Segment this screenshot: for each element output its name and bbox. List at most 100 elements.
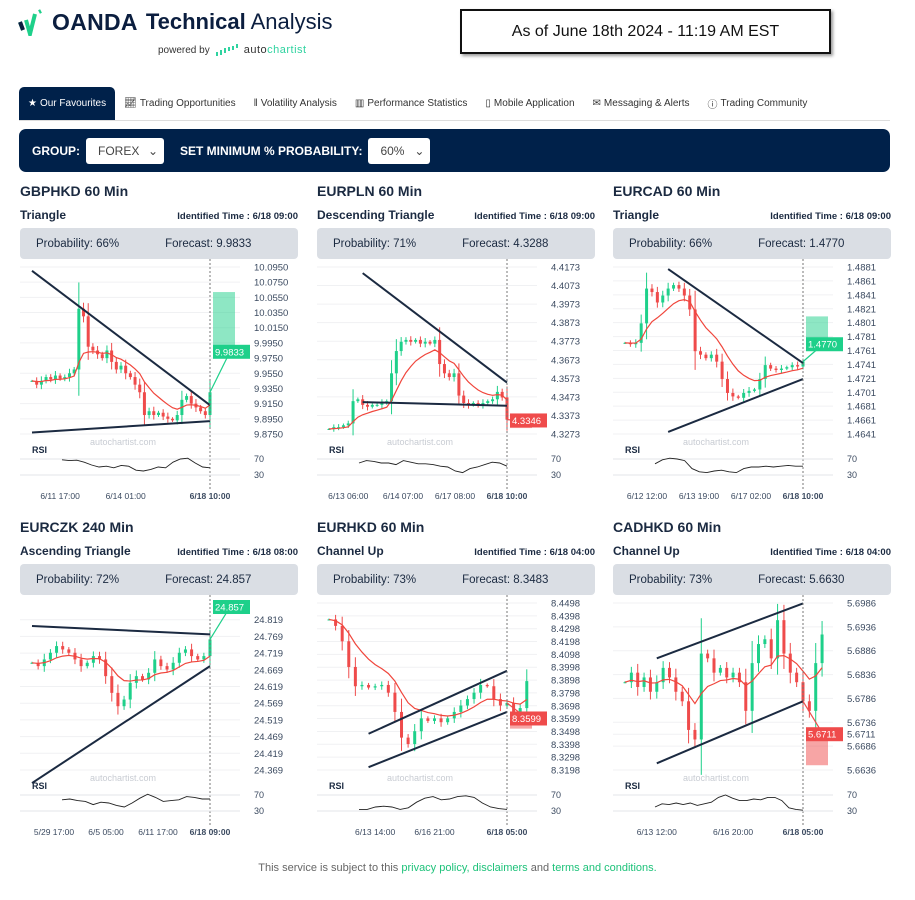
pattern-card[interactable]: GBPHKD 60 Min Triangle Identified Time :… <box>20 183 298 501</box>
rsi-tick-label: 30 <box>847 470 857 480</box>
candle <box>183 649 187 653</box>
y-tick-label: 8.4198 <box>551 637 580 648</box>
forecast: Forecast: 5.6630 <box>758 573 845 586</box>
candle <box>119 365 123 370</box>
candle <box>758 379 762 390</box>
tab-trading-opportunities[interactable]: 📈︎ Trading Opportunities <box>115 87 245 120</box>
instrument-title[interactable]: EURCAD 60 Min <box>613 183 721 199</box>
identified-time: Identified Time : 6/18 04:00 <box>770 547 891 558</box>
forecast: Forecast: 9.9833 <box>165 237 252 250</box>
instrument-title[interactable]: CADHKD 60 Min <box>613 519 722 535</box>
rsi-tick-label: 30 <box>551 470 561 480</box>
candle <box>110 350 114 362</box>
y-tick-label: 1.4781 <box>847 332 876 343</box>
watermark: autochartist.com <box>90 773 156 783</box>
forecast-badge <box>806 337 843 352</box>
candle <box>36 662 40 667</box>
filter-bar: GROUP: FOREX ⌄ SET MINIMUM % PROBABILITY:… <box>19 129 890 172</box>
pattern-name: Triangle <box>20 208 67 222</box>
x-tick-label: 6/13 12:00 <box>637 827 677 837</box>
y-tick-label: 4.3873 <box>551 318 580 329</box>
candle <box>709 354 713 359</box>
candle <box>375 404 379 406</box>
candle <box>203 411 207 416</box>
y-tick-label: 8.4398 <box>551 611 580 622</box>
candle <box>807 701 811 711</box>
probability-forecast-box: Probability: 71% Forecast: 4.3288 <box>317 228 595 259</box>
tab-our-favourites[interactable]: ★ Our Favourites <box>19 87 116 120</box>
pattern-card[interactable]: EURCZK 240 Min Ascending Triangle Identi… <box>20 519 298 837</box>
y-tick-label: 8.3998 <box>551 663 580 674</box>
price-chart[interactable]: 4.4173 4.4073 4.3973 4.3873 4.3773 4.3673 4.35… <box>317 259 607 505</box>
y-tick-label: 8.3898 <box>551 676 580 687</box>
probability: Probability: 72% <box>36 573 120 586</box>
candle <box>666 288 670 296</box>
pattern-card[interactable]: EURPLN 60 Min Descending Triangle Identi… <box>317 183 595 501</box>
price-chart[interactable]: 1.4881 1.4861 1.4841 1.4821 1.4801 1.4781 1.47… <box>613 259 903 505</box>
pattern-card[interactable]: CADHKD 60 Min Channel Up Identified Time… <box>613 519 891 837</box>
candle <box>337 427 341 429</box>
candle <box>122 699 126 707</box>
oanda-logo-icon <box>18 9 42 36</box>
rsi-label: RSI <box>625 781 640 791</box>
tab-label: Messaging & Alerts <box>603 98 690 109</box>
main-tabs: ★ Our Favourites 📈︎ Trading Opportunities ‖ V… <box>19 87 890 121</box>
candle <box>655 292 659 303</box>
pattern-card[interactable]: EURCAD 60 Min Triangle Identified Time :… <box>613 183 891 501</box>
candle <box>48 652 52 660</box>
disclaimers-link[interactable]: disclaimers <box>472 862 528 874</box>
pattern-line <box>656 602 804 660</box>
oanda-logo[interactable]: OANDA Technical Analysis <box>18 8 333 36</box>
candle <box>447 373 451 378</box>
rsi-tick-label: 70 <box>254 454 264 464</box>
candle <box>796 365 800 367</box>
candle <box>446 718 450 723</box>
instrument-title[interactable]: GBPHKD 60 Min <box>20 183 129 199</box>
identified-time: Identified Time : 6/18 09:00 <box>474 211 595 222</box>
y-tick-label: 1.4881 <box>847 263 876 274</box>
candle <box>55 646 59 653</box>
candle <box>814 663 818 711</box>
instrument-title[interactable]: EURCZK 240 Min <box>20 519 134 535</box>
instrument-title[interactable]: EURHKD 60 Min <box>317 519 425 535</box>
candle <box>623 682 627 684</box>
tab-performance-statistics[interactable]: ▥ Performance Statistics <box>346 87 477 120</box>
privacy-policy-link[interactable]: privacy policy, <box>401 862 470 874</box>
forecast-badge <box>806 727 843 742</box>
bar-chart-icon: ▥ <box>354 98 365 109</box>
terms-link[interactable]: terms and conditions. <box>552 862 657 874</box>
candle <box>63 377 67 379</box>
candle <box>428 341 432 344</box>
candle <box>661 667 665 683</box>
y-tick-label: 8.3698 <box>551 701 580 712</box>
y-tick-label: 24.719 <box>254 649 283 660</box>
x-tick-label: 6/16 21:00 <box>414 827 454 837</box>
probability-select[interactable]: 60% ⌄ <box>368 137 431 164</box>
y-tick-label: 8.3498 <box>551 727 580 738</box>
rsi-tick-label: 30 <box>254 470 264 480</box>
forecast-badge <box>510 413 547 428</box>
y-tick-label: 9.9350 <box>254 384 283 395</box>
x-tick-label: 6/18 05:00 <box>783 827 824 837</box>
candle <box>668 667 671 678</box>
candle <box>175 415 179 421</box>
pattern-line <box>656 700 804 765</box>
price-chart[interactable]: 5.69865.69365.68865.68365.67865.67365.67… <box>613 595 903 841</box>
instrument-title[interactable]: EURPLN 60 Min <box>317 183 423 199</box>
pattern-card[interactable]: EURHKD 60 Min Channel Up Identified Time… <box>317 519 595 837</box>
candle <box>462 395 466 404</box>
tab-trading-community[interactable]: ⓘ Trading Community <box>699 87 817 120</box>
price-chart[interactable]: 10.0950 10.0750 10.0550 10.0350 10.0150 9.995… <box>20 259 310 505</box>
tab-messaging-alerts[interactable]: ✉ Messaging & Alerts <box>584 87 699 120</box>
tab-mobile-application[interactable]: ▯ Mobile Application <box>476 87 583 120</box>
y-tick-label: 1.4801 <box>847 318 876 329</box>
candle <box>776 620 780 659</box>
y-tick-label: 5.6786 <box>847 694 876 705</box>
candle <box>459 705 463 712</box>
tab-volatility-analysis[interactable]: ‖ Volatility Analysis <box>245 87 346 120</box>
price-chart[interactable]: 24.819 24.769 24.719 24.669 24.619 24.569 24.5… <box>20 595 310 841</box>
y-tick-label: 5.6711 <box>847 730 875 741</box>
y-tick-label: 5.6686 <box>847 742 876 753</box>
group-select[interactable]: FOREX ⌄ <box>86 137 164 164</box>
